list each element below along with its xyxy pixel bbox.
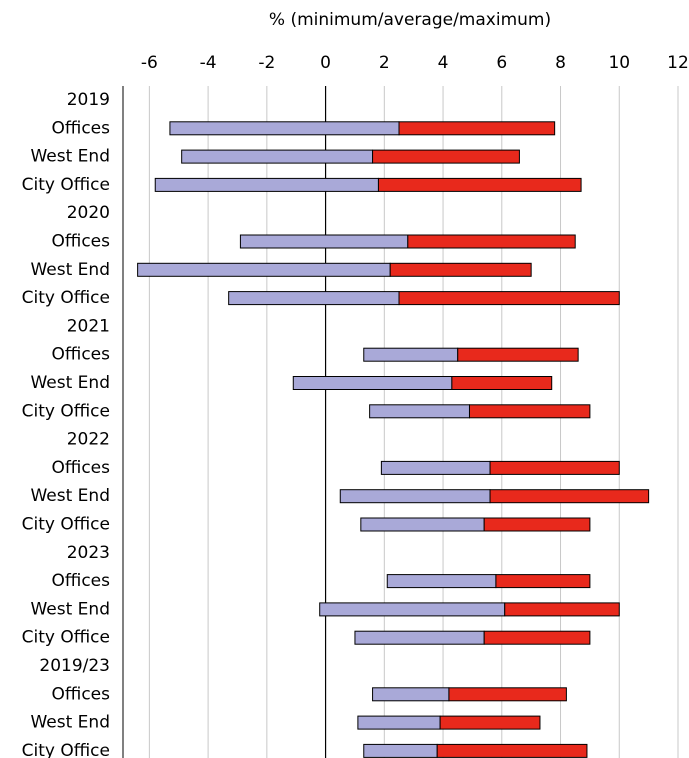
y-tick-label: West End	[30, 713, 110, 733]
bar-high	[389, 262, 532, 277]
y-tick-label: 2020	[67, 203, 110, 223]
bar-low	[181, 149, 374, 164]
x-tick-label: 4	[438, 53, 449, 73]
bar-low	[363, 743, 438, 758]
bar-low	[354, 630, 485, 645]
bar-low	[154, 177, 379, 192]
y-tick-label: Offices	[52, 118, 111, 138]
bar-high	[377, 177, 582, 192]
bar-low	[363, 347, 459, 362]
bar-low	[386, 574, 497, 589]
bar-low	[292, 376, 453, 390]
y-tick-label: Offices	[52, 684, 111, 704]
bar-high	[468, 404, 591, 419]
y-tick-label: 2023	[67, 543, 110, 563]
bar-high	[448, 687, 567, 702]
y-tick-label: West End	[30, 373, 110, 393]
y-tick-label: City Office	[22, 288, 110, 308]
bar-high	[457, 347, 579, 362]
axis-title: % (minimum/average/maximum)	[269, 10, 551, 30]
y-tick-label: City Office	[22, 741, 110, 758]
y-tick-label: City Office	[22, 628, 110, 648]
bar-low	[360, 517, 485, 532]
bar-high	[398, 121, 556, 136]
y-tick-label: City Office	[22, 401, 110, 421]
y-tick-label: 2022	[67, 430, 110, 450]
bar-high	[451, 376, 553, 390]
bar-low	[169, 121, 400, 136]
y-tick-label: City Office	[22, 515, 110, 535]
y-tick-label: West End	[30, 486, 110, 506]
bar-high	[439, 715, 541, 730]
y-tick-label: West End	[30, 260, 110, 280]
bar-low	[239, 234, 409, 249]
x-tick-label: 2	[379, 53, 390, 73]
y-tick-label: Offices	[52, 232, 111, 252]
bar-high	[407, 234, 576, 249]
y-tick-label: City Office	[22, 175, 110, 195]
y-tick-label: 2019	[67, 90, 110, 110]
bar-low	[228, 291, 400, 306]
bar-low	[137, 262, 391, 277]
bar-high	[372, 149, 520, 164]
y-tick-label: 2019/23	[39, 656, 110, 676]
x-tick-label: -2	[258, 53, 275, 73]
x-tick-label: 0	[320, 53, 331, 73]
bar-high	[489, 460, 620, 475]
bar-low	[380, 460, 491, 475]
x-tick-label: 10	[608, 53, 630, 73]
bar-high	[495, 574, 591, 589]
bar-high	[504, 602, 620, 617]
bar-high	[483, 517, 591, 532]
bar-low	[372, 687, 450, 702]
x-tick-label: -6	[141, 53, 158, 73]
x-tick-label: -4	[200, 53, 217, 73]
x-tick-label: 8	[555, 53, 566, 73]
y-tick-label: West End	[30, 599, 110, 619]
y-tick-label: 2021	[67, 316, 110, 336]
bar-high	[483, 630, 591, 645]
y-tick-label: West End	[30, 147, 110, 167]
y-tick-label: Offices	[52, 571, 111, 591]
x-tick-label: 12	[667, 53, 689, 73]
bar-low	[319, 602, 506, 617]
bar-high	[436, 743, 588, 758]
bar-low	[339, 489, 491, 504]
bar-high	[398, 291, 620, 306]
y-tick-label: Offices	[52, 345, 111, 365]
bar-high	[489, 489, 650, 504]
x-tick-label: 6	[496, 53, 507, 73]
bar-low	[369, 404, 470, 419]
y-tick-label: Offices	[52, 458, 111, 478]
bar-low	[357, 715, 441, 730]
